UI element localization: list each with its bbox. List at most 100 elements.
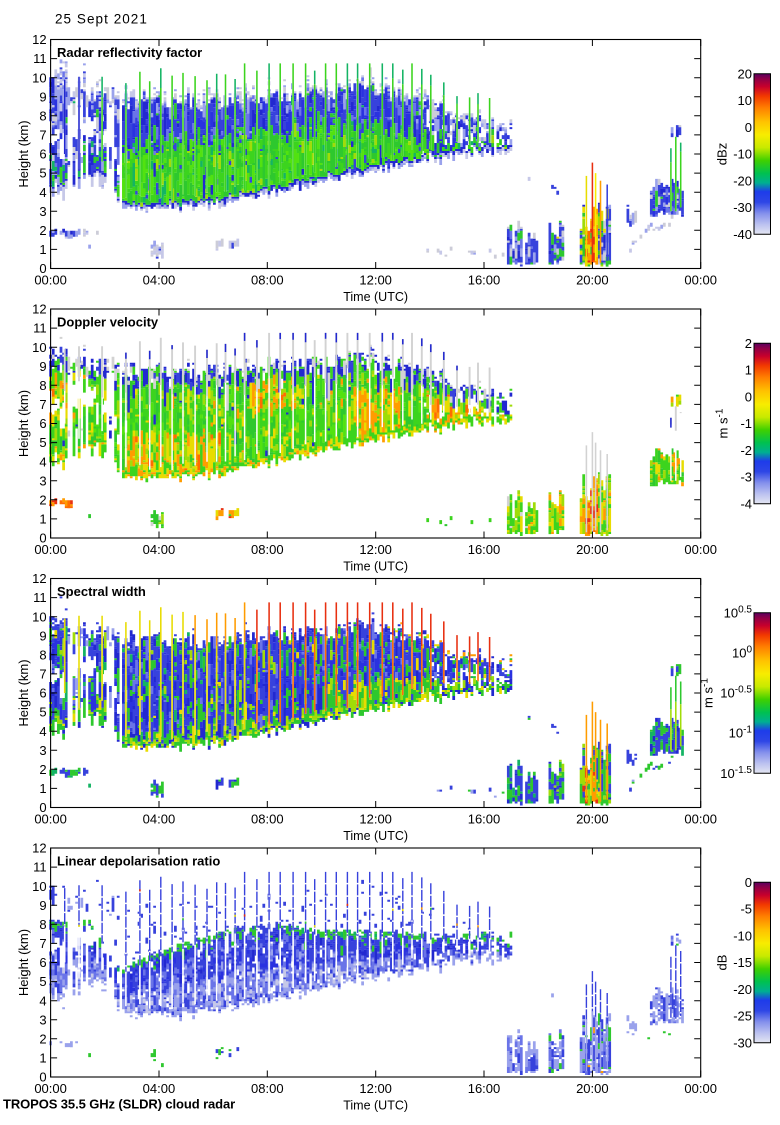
svg-text:2: 2 bbox=[745, 336, 752, 351]
svg-text:1: 1 bbox=[39, 512, 46, 527]
svg-text:2: 2 bbox=[39, 223, 46, 238]
svg-text:3: 3 bbox=[39, 473, 46, 488]
svg-text:Time (UTC): Time (UTC) bbox=[343, 1099, 408, 1113]
svg-text:10: 10 bbox=[32, 879, 46, 894]
svg-text:20: 20 bbox=[738, 66, 752, 81]
svg-text:Spectral width: Spectral width bbox=[57, 584, 146, 599]
svg-text:0: 0 bbox=[745, 389, 752, 404]
svg-text:00:00: 00:00 bbox=[684, 272, 717, 287]
svg-text:00:00: 00:00 bbox=[684, 1081, 717, 1096]
svg-text:8: 8 bbox=[39, 108, 46, 123]
svg-text:12:00: 12:00 bbox=[359, 272, 392, 287]
svg-text:4: 4 bbox=[39, 993, 46, 1008]
svg-text:6: 6 bbox=[39, 147, 46, 162]
svg-text:Height (km): Height (km) bbox=[16, 120, 31, 187]
svg-text:2: 2 bbox=[39, 1031, 46, 1046]
svg-text:3: 3 bbox=[39, 743, 46, 758]
svg-text:7: 7 bbox=[39, 397, 46, 412]
svg-text:-15: -15 bbox=[733, 955, 752, 970]
svg-text:16:00: 16:00 bbox=[468, 811, 501, 826]
svg-text:-5: -5 bbox=[740, 902, 752, 917]
svg-text:Height (km): Height (km) bbox=[16, 390, 31, 457]
svg-text:20:00: 20:00 bbox=[576, 542, 609, 557]
svg-text:11: 11 bbox=[33, 51, 47, 66]
svg-text:12: 12 bbox=[32, 302, 46, 317]
svg-text:-30: -30 bbox=[733, 1035, 752, 1050]
svg-text:dB: dB bbox=[715, 955, 730, 971]
svg-text:9: 9 bbox=[39, 628, 46, 643]
svg-text:-3: -3 bbox=[740, 470, 752, 485]
svg-text:12:00: 12:00 bbox=[359, 1081, 392, 1096]
svg-text:04:00: 04:00 bbox=[143, 1081, 176, 1096]
svg-text:10: 10 bbox=[32, 70, 46, 85]
svg-text:dBz: dBz bbox=[715, 143, 730, 165]
svg-text:9: 9 bbox=[39, 898, 46, 913]
svg-text:7: 7 bbox=[39, 936, 46, 951]
svg-text:2: 2 bbox=[39, 762, 46, 777]
svg-text:12:00: 12:00 bbox=[359, 542, 392, 557]
svg-text:04:00: 04:00 bbox=[143, 811, 176, 826]
svg-text:7: 7 bbox=[39, 667, 46, 682]
svg-text:5: 5 bbox=[39, 435, 46, 450]
svg-text:1: 1 bbox=[39, 781, 46, 796]
svg-text:8: 8 bbox=[39, 917, 46, 932]
svg-text:11: 11 bbox=[33, 860, 47, 875]
svg-text:12: 12 bbox=[32, 32, 46, 47]
svg-text:1: 1 bbox=[39, 242, 46, 257]
svg-text:00:00: 00:00 bbox=[34, 272, 67, 287]
svg-text:20:00: 20:00 bbox=[576, 811, 609, 826]
svg-text:Time (UTC): Time (UTC) bbox=[343, 560, 408, 574]
svg-text:5: 5 bbox=[39, 166, 46, 181]
svg-text:TROPOS 35.5 GHz (SLDR) cloud r: TROPOS 35.5 GHz (SLDR) cloud radar bbox=[3, 1097, 235, 1112]
svg-text:08:00: 08:00 bbox=[251, 1081, 284, 1096]
svg-text:3: 3 bbox=[39, 1012, 46, 1027]
svg-text:08:00: 08:00 bbox=[251, 542, 284, 557]
svg-text:25 Sept 2021: 25 Sept 2021 bbox=[55, 12, 148, 27]
svg-text:0: 0 bbox=[39, 800, 46, 815]
svg-text:11: 11 bbox=[33, 321, 47, 336]
svg-text:Linear depolarisation ratio: Linear depolarisation ratio bbox=[57, 853, 220, 868]
svg-text:-4: -4 bbox=[740, 496, 752, 511]
svg-text:00:00: 00:00 bbox=[34, 811, 67, 826]
svg-text:0: 0 bbox=[39, 531, 46, 546]
svg-text:10: 10 bbox=[738, 93, 752, 108]
svg-text:04:00: 04:00 bbox=[143, 542, 176, 557]
svg-text:-25: -25 bbox=[733, 1009, 752, 1024]
svg-text:9: 9 bbox=[39, 359, 46, 374]
svg-text:5: 5 bbox=[39, 705, 46, 720]
svg-text:08:00: 08:00 bbox=[251, 811, 284, 826]
svg-text:12: 12 bbox=[32, 571, 46, 586]
svg-text:16:00: 16:00 bbox=[468, 272, 501, 287]
svg-text:12: 12 bbox=[32, 841, 46, 856]
svg-text:-10: -10 bbox=[733, 147, 752, 162]
svg-text:0: 0 bbox=[39, 261, 46, 276]
svg-text:00:00: 00:00 bbox=[684, 811, 717, 826]
svg-text:1: 1 bbox=[39, 1051, 46, 1066]
svg-text:0: 0 bbox=[39, 1070, 46, 1085]
svg-text:20:00: 20:00 bbox=[576, 272, 609, 287]
svg-text:-20: -20 bbox=[733, 173, 752, 188]
svg-text:04:00: 04:00 bbox=[143, 272, 176, 287]
svg-text:2: 2 bbox=[39, 492, 46, 507]
svg-text:1: 1 bbox=[745, 363, 752, 378]
svg-text:Radar reflectivity factor: Radar reflectivity factor bbox=[57, 45, 202, 60]
svg-text:-2: -2 bbox=[740, 443, 752, 458]
svg-text:10: 10 bbox=[32, 340, 46, 355]
svg-text:4: 4 bbox=[39, 454, 46, 469]
svg-text:00:00: 00:00 bbox=[34, 542, 67, 557]
svg-text:-20: -20 bbox=[733, 982, 752, 997]
svg-text:-40: -40 bbox=[733, 227, 752, 242]
svg-text:Height (km): Height (km) bbox=[16, 659, 31, 726]
svg-text:00:00: 00:00 bbox=[34, 1081, 67, 1096]
svg-text:4: 4 bbox=[39, 185, 46, 200]
svg-text:-1: -1 bbox=[740, 416, 752, 431]
svg-text:00:00: 00:00 bbox=[684, 542, 717, 557]
svg-text:0: 0 bbox=[745, 120, 752, 135]
svg-text:Doppler velocity: Doppler velocity bbox=[57, 314, 159, 329]
svg-text:4: 4 bbox=[39, 724, 46, 739]
svg-text:0: 0 bbox=[745, 875, 752, 890]
svg-text:20:00: 20:00 bbox=[576, 1081, 609, 1096]
svg-text:11: 11 bbox=[33, 590, 47, 605]
svg-text:3: 3 bbox=[39, 204, 46, 219]
svg-text:Time (UTC): Time (UTC) bbox=[343, 290, 408, 304]
